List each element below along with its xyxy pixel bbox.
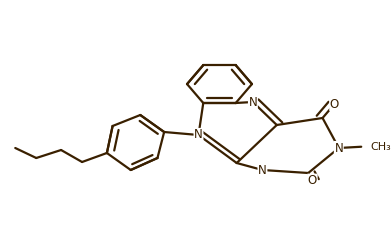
Text: N: N [334,142,343,154]
Text: O: O [308,174,317,187]
Text: N: N [194,129,203,142]
Text: O: O [330,98,339,111]
Text: CH₃: CH₃ [370,142,391,152]
Text: N: N [258,164,267,176]
Text: N: N [249,96,257,109]
